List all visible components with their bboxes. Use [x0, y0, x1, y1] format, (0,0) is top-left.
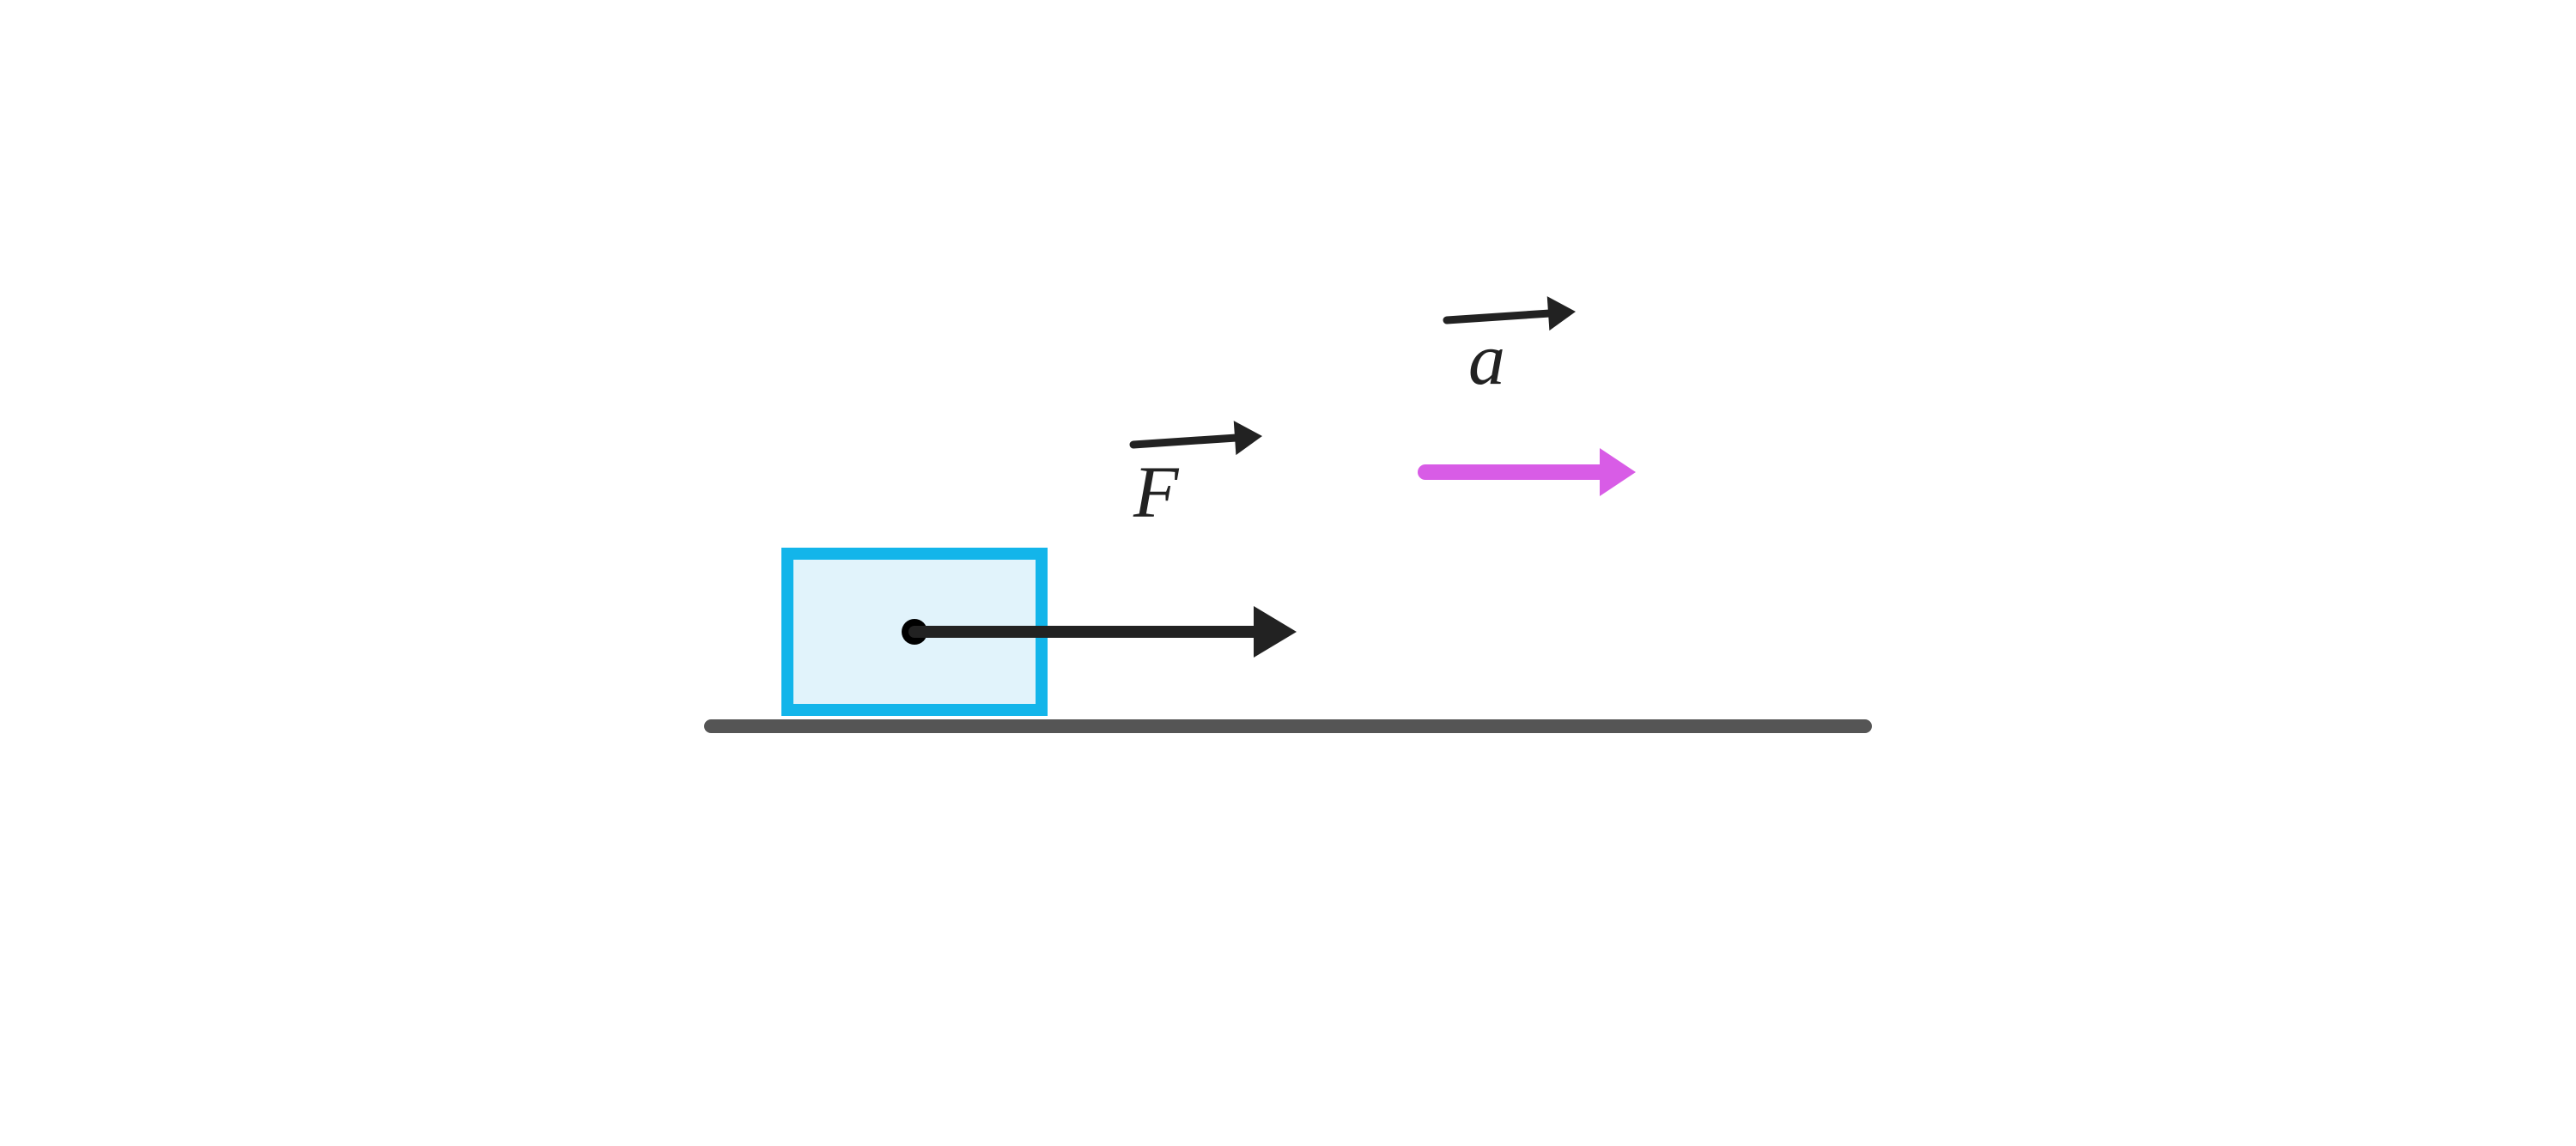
physics-diagram: F a — [601, 273, 1975, 874]
acceleration-label: a — [1468, 316, 1505, 402]
accel-label-vector-arrow — [601, 273, 1975, 874]
